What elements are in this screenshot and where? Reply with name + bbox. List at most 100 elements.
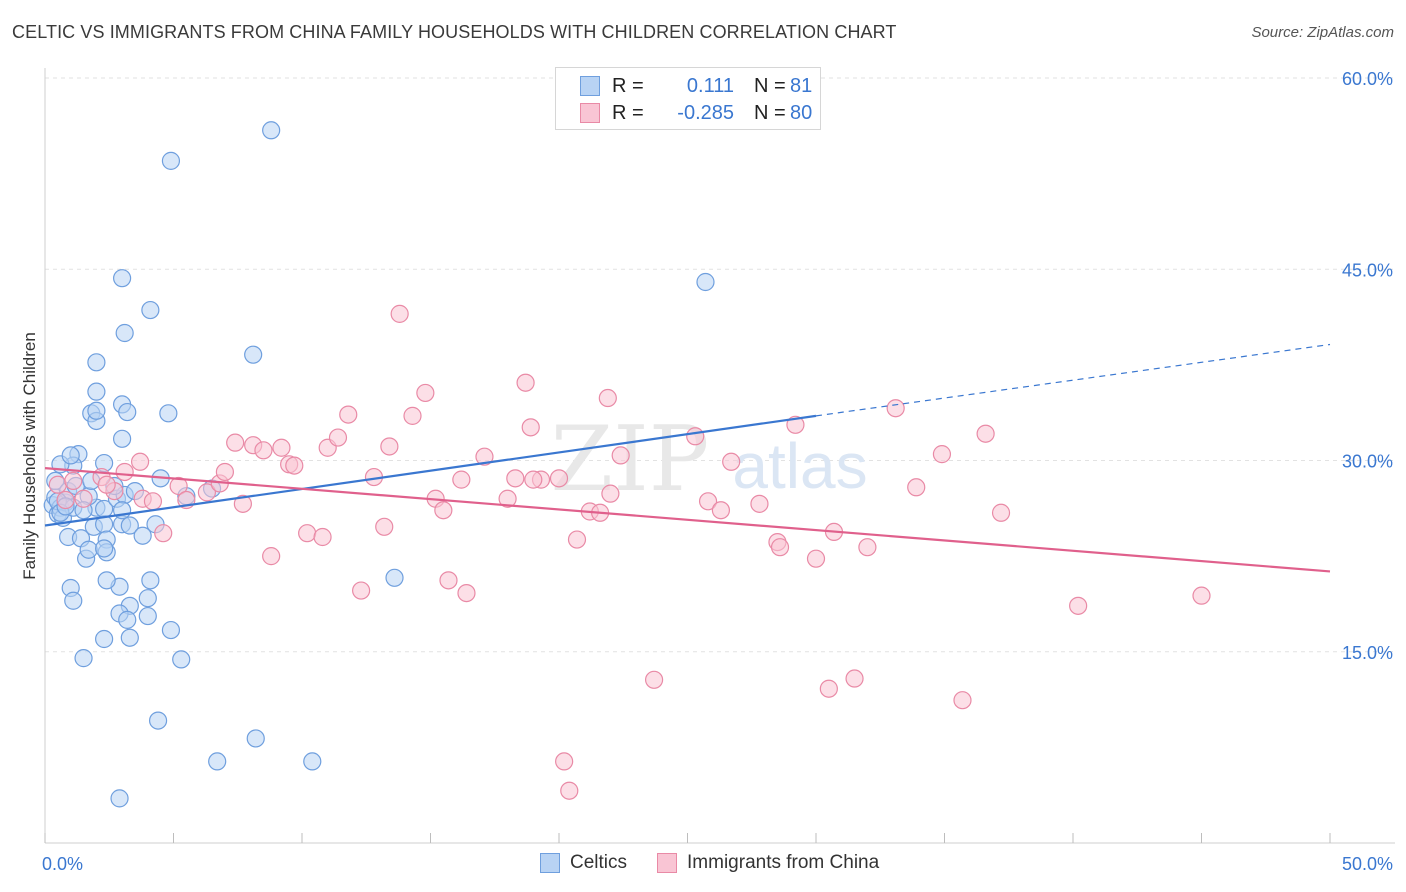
china-point bbox=[130, 452, 150, 471]
celtics-point bbox=[97, 571, 116, 590]
celtics-point bbox=[303, 752, 322, 771]
celtics-point bbox=[246, 729, 265, 748]
celtics-point bbox=[159, 404, 178, 423]
celtics-point bbox=[120, 516, 139, 535]
r-label: R = bbox=[612, 74, 644, 97]
china-point bbox=[567, 530, 587, 549]
china-point bbox=[516, 373, 535, 392]
y-tick-label: 45.0% bbox=[1342, 260, 1393, 280]
china-r-value: -0.285 bbox=[677, 101, 734, 124]
celtics-point bbox=[74, 649, 93, 668]
y-tick-label: 15.0% bbox=[1342, 643, 1393, 663]
celtics-legend-swatch bbox=[540, 853, 560, 873]
china-point bbox=[154, 524, 173, 543]
china-point bbox=[143, 492, 163, 511]
celtics-point bbox=[262, 121, 281, 140]
china-point bbox=[858, 538, 877, 557]
legend-item-celtics[interactable]: Celtics bbox=[540, 852, 627, 874]
celtics-point bbox=[115, 323, 134, 343]
china-point bbox=[549, 469, 569, 488]
china-point bbox=[932, 445, 952, 464]
china-point bbox=[457, 583, 476, 603]
china-point bbox=[298, 524, 317, 543]
china-point bbox=[598, 388, 617, 408]
legend-item-china[interactable]: Immigrants from China bbox=[657, 852, 879, 874]
china-point bbox=[845, 669, 864, 688]
legend-row-china: R = -0.285 N = 80 bbox=[580, 100, 812, 126]
celtics-point bbox=[61, 446, 80, 465]
china-point bbox=[976, 424, 995, 443]
celtics-point bbox=[138, 589, 157, 608]
y-tick-label: 30.0% bbox=[1342, 452, 1393, 472]
china-trend-line bbox=[44, 467, 1331, 573]
y-tick-label: 60.0% bbox=[1342, 69, 1393, 89]
china-point bbox=[439, 571, 458, 590]
china-point bbox=[452, 470, 471, 489]
china-legend-swatch bbox=[657, 853, 678, 873]
china-n-value: 80 bbox=[790, 101, 813, 124]
celtics-point bbox=[112, 269, 132, 288]
china-point bbox=[1069, 596, 1088, 615]
celtics-point bbox=[95, 539, 114, 558]
china-point bbox=[285, 456, 304, 475]
china-point bbox=[115, 462, 134, 482]
legend-row-celtics: R = 0.111 N = 81 bbox=[580, 73, 812, 99]
china-point bbox=[686, 427, 705, 446]
celtics-point bbox=[696, 272, 715, 292]
points-layer bbox=[43, 121, 1211, 808]
china-point bbox=[750, 494, 769, 513]
celtics-point bbox=[95, 629, 114, 649]
celtics-point bbox=[79, 540, 98, 559]
china-point bbox=[375, 517, 394, 536]
china-point bbox=[819, 679, 838, 698]
china-point bbox=[416, 383, 435, 403]
china-point bbox=[434, 501, 453, 520]
china-legend-label: Immigrants from China bbox=[687, 852, 880, 873]
china-point bbox=[169, 476, 188, 496]
china-point bbox=[1192, 586, 1211, 605]
celtics-point bbox=[133, 526, 152, 545]
china-point bbox=[886, 399, 905, 418]
celtics-trend-line bbox=[44, 414, 817, 527]
china-point bbox=[272, 438, 291, 457]
china-point bbox=[555, 752, 574, 771]
celtics-point bbox=[87, 353, 106, 372]
watermark-zip: ZIP bbox=[551, 407, 710, 512]
china-point bbox=[806, 549, 826, 568]
china-point bbox=[262, 547, 281, 566]
celtics-point bbox=[161, 620, 181, 640]
china-point bbox=[786, 415, 805, 434]
grid-layer bbox=[45, 77, 1395, 653]
stats-legend: R = 0.111 N = 81 R = -0.285 N = 80 bbox=[555, 67, 821, 130]
china-swatch bbox=[580, 103, 600, 123]
x-tick-label: 50.0% bbox=[1342, 854, 1393, 874]
china-point bbox=[390, 304, 409, 323]
r-label: R = bbox=[612, 101, 644, 124]
celtics-trend-extension bbox=[815, 343, 1331, 417]
china-point bbox=[56, 490, 75, 510]
celtics-swatch bbox=[580, 76, 600, 96]
series-legend: Celtics Immigrants from China bbox=[540, 852, 909, 874]
tick-label-layer: 15.0% 30.0% 45.0% 60.0% 0.0% 50.0% bbox=[42, 69, 1393, 874]
celtics-legend-label: Celtics bbox=[570, 852, 628, 873]
celtics-point bbox=[385, 568, 404, 587]
celtics-point bbox=[141, 571, 160, 590]
china-point bbox=[313, 527, 332, 547]
celtics-point bbox=[120, 628, 139, 647]
china-point bbox=[601, 484, 620, 503]
celtics-point bbox=[110, 789, 129, 808]
china-point bbox=[524, 470, 543, 489]
china-point bbox=[644, 670, 664, 689]
china-point bbox=[475, 447, 494, 466]
china-point bbox=[64, 471, 83, 490]
celtics-point bbox=[87, 401, 106, 420]
celtics-point bbox=[172, 650, 191, 669]
china-point bbox=[506, 469, 525, 488]
china-point bbox=[197, 483, 217, 502]
n-label: N = bbox=[754, 101, 786, 124]
n-label: N = bbox=[754, 74, 786, 97]
celtics-point bbox=[148, 711, 168, 730]
china-point bbox=[97, 475, 116, 494]
china-point bbox=[521, 418, 540, 437]
x-tick-label: 0.0% bbox=[42, 854, 83, 874]
